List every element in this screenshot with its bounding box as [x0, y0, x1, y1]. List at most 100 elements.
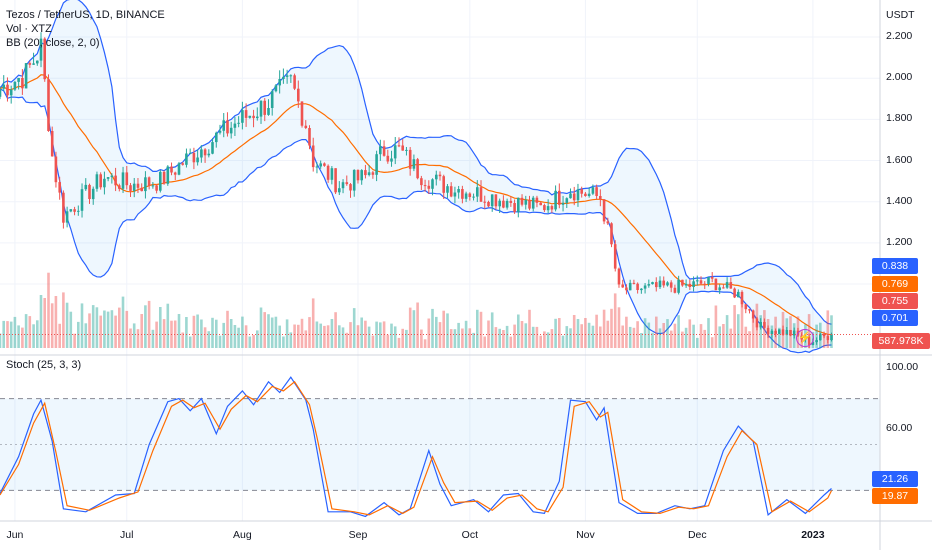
- volume-bar: [203, 327, 207, 348]
- candle-body: [203, 149, 207, 156]
- candle-body: [535, 197, 539, 203]
- volume-bar: [192, 315, 196, 348]
- candle-body: [584, 193, 587, 196]
- candle-body: [487, 202, 490, 207]
- volume-bar: [524, 323, 528, 348]
- candle-body: [524, 199, 528, 205]
- volume-bar: [401, 328, 404, 348]
- volume-bar: [543, 331, 546, 348]
- candle-body: [483, 201, 486, 203]
- volume-bar: [393, 326, 397, 348]
- volume-bar: [278, 325, 281, 348]
- volume-bar: [282, 336, 285, 348]
- volume-bar: [159, 307, 162, 348]
- candle-body: [173, 172, 177, 175]
- volume-bar: [490, 312, 494, 348]
- volume-bar: [427, 318, 431, 348]
- volume-bar: [177, 314, 181, 348]
- price-tick-label: 1.200: [886, 235, 913, 248]
- candle-body: [688, 283, 692, 287]
- candle-body: [576, 189, 580, 201]
- volume-bar: [43, 298, 46, 348]
- lightning-icon[interactable]: ⚡: [796, 329, 814, 347]
- candle-body: [114, 175, 117, 186]
- volume-bar: [446, 313, 449, 348]
- candle-body: [151, 185, 155, 187]
- candle-body: [740, 291, 744, 305]
- volume-bar: [707, 318, 710, 348]
- symbol-title[interactable]: Tezos / TetherUS, 1D, BINANCE: [6, 9, 165, 21]
- candle-body: [580, 189, 583, 194]
- volume-bar: [610, 308, 613, 348]
- volume-bar: [632, 327, 636, 348]
- candle-body: [73, 209, 76, 212]
- candle-body: [282, 76, 285, 79]
- candle-body: [561, 202, 565, 205]
- candle-body: [435, 174, 438, 180]
- candle-body: [815, 340, 818, 343]
- volume-bar: [233, 325, 237, 348]
- candle-body: [393, 145, 397, 159]
- volume-bar: [252, 335, 255, 348]
- grid-lines: [0, 0, 880, 521]
- candle-body: [6, 84, 9, 96]
- volume-bar: [628, 326, 632, 348]
- candle-body: [121, 172, 125, 189]
- volume-bar: [259, 307, 263, 348]
- candle-body: [505, 200, 509, 208]
- bollinger-legend[interactable]: BB (20, close, 2, 0): [6, 37, 100, 49]
- candle-body: [352, 169, 356, 191]
- volume-bar: [330, 319, 334, 348]
- volume-bar: [263, 312, 266, 348]
- candle-body: [181, 163, 184, 165]
- candle-body: [386, 155, 390, 162]
- bb-basis-tag: 0.769: [872, 276, 918, 292]
- volume-bar: [453, 329, 457, 348]
- volume-bar: [584, 318, 587, 348]
- volume-bar: [285, 319, 289, 348]
- candle-body: [408, 149, 412, 169]
- volume-bar: [655, 316, 658, 348]
- volume-bar: [341, 327, 345, 348]
- volume-bar: [352, 308, 356, 348]
- volume-bar: [211, 317, 214, 348]
- candle-body: [88, 184, 91, 199]
- stoch-legend[interactable]: Stoch (25, 3, 3): [6, 358, 81, 372]
- candle-body: [118, 185, 121, 189]
- volume-bar: [438, 322, 442, 348]
- candle-body: [453, 192, 457, 197]
- time-tick-label: Jun: [6, 529, 24, 541]
- volume-bar: [338, 325, 341, 348]
- candlesticks: [0, 32, 880, 349]
- volume-bar: [528, 309, 531, 348]
- candle-body: [207, 153, 211, 156]
- candle-body: [58, 182, 61, 193]
- volume-bar: [375, 321, 378, 348]
- currency-label: USDT: [886, 9, 915, 21]
- volume-bar: [830, 315, 833, 348]
- candle-body: [226, 120, 229, 134]
- candle-body: [125, 172, 129, 186]
- volume-bar: [408, 307, 412, 348]
- candle-body: [625, 287, 628, 291]
- candle-body: [543, 205, 546, 211]
- volume-bar: [580, 324, 583, 348]
- candle-body: [110, 175, 114, 178]
- candle-body: [84, 184, 88, 190]
- candle-body: [438, 174, 442, 177]
- volume-legend[interactable]: Vol · XTZ: [6, 23, 52, 35]
- candle-body: [710, 277, 714, 279]
- time-tick-label: 2023: [801, 529, 825, 541]
- candle-body: [718, 287, 721, 291]
- candle-body: [326, 165, 330, 180]
- volume-bar: [319, 323, 322, 348]
- volume-bar: [360, 317, 363, 348]
- bb-upper-tag: 0.838: [872, 258, 918, 274]
- candle-body: [341, 182, 345, 189]
- candle-body: [699, 280, 703, 284]
- candle-body: [106, 177, 110, 179]
- candle-body: [297, 88, 300, 102]
- volume-bar: [54, 296, 58, 348]
- candle-body: [9, 89, 13, 96]
